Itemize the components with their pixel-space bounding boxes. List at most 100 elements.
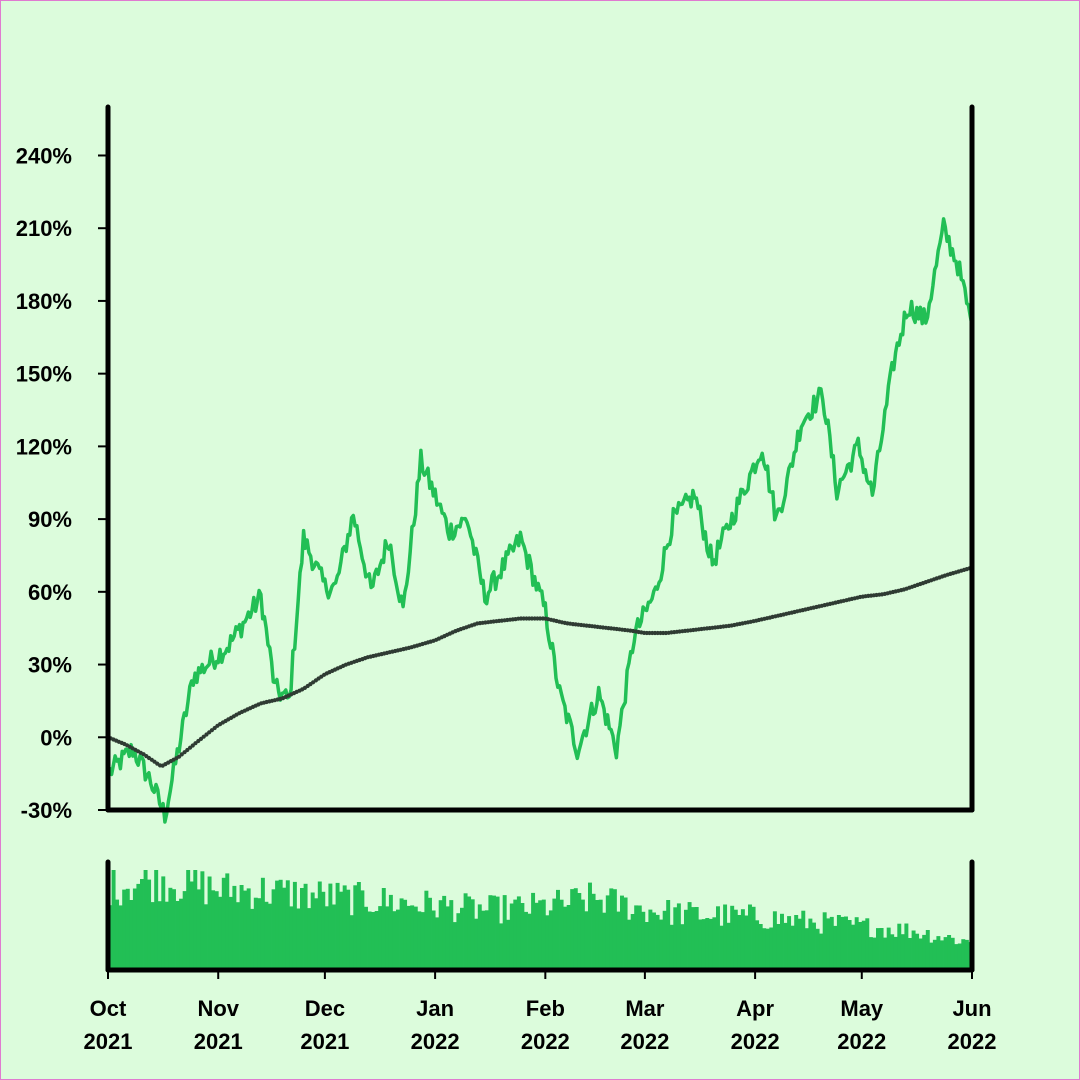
axes xyxy=(105,104,975,973)
volume-bar xyxy=(172,889,176,970)
volume-bar xyxy=(182,891,187,970)
volume-bar xyxy=(132,888,137,970)
volume-bar xyxy=(783,922,788,970)
volume-bar xyxy=(246,888,251,970)
x-tick-year: 2022 xyxy=(731,1029,780,1054)
y-tick-label: 210% xyxy=(16,216,72,241)
x-tick-month: Dec xyxy=(305,996,345,1021)
volume-bar xyxy=(776,924,781,970)
volume-bar xyxy=(559,899,564,970)
volume-bar xyxy=(772,911,777,970)
volume-bar xyxy=(563,906,568,970)
volume-bar xyxy=(605,895,610,970)
volume-bar xyxy=(577,893,582,970)
volume-bar xyxy=(175,901,180,970)
volume-bar xyxy=(157,901,162,970)
volume-bar xyxy=(947,935,952,970)
volume-bar xyxy=(701,919,706,970)
volume-bar xyxy=(502,895,507,970)
volume-bar xyxy=(499,923,504,970)
volume-bar xyxy=(595,900,600,970)
volume-bar xyxy=(687,902,692,970)
volume-bar xyxy=(161,876,166,970)
volume-bar xyxy=(922,934,927,970)
volume-bar xyxy=(360,890,365,970)
volume-bar xyxy=(438,900,443,970)
volume-bar xyxy=(556,889,560,970)
volume-bar xyxy=(374,911,379,970)
volume-bar xyxy=(940,940,944,970)
volume-bar xyxy=(186,870,191,970)
volume-bar xyxy=(908,938,912,970)
volume-bar xyxy=(804,928,809,970)
volume-bar xyxy=(289,906,294,970)
volume-bar xyxy=(904,923,909,970)
volume-bar xyxy=(442,895,447,970)
volume-bar xyxy=(381,888,386,970)
volume-bar xyxy=(659,919,664,970)
x-tick-month: Jan xyxy=(416,996,454,1021)
volume-bar xyxy=(314,898,319,970)
volume-bar xyxy=(147,879,152,970)
x-tick-year: 2022 xyxy=(411,1029,460,1054)
volume-bar xyxy=(719,925,724,970)
volume-bar xyxy=(378,906,383,970)
volume-bar xyxy=(431,910,436,970)
x-tick-year: 2021 xyxy=(300,1029,349,1054)
volume-bar xyxy=(684,909,688,970)
volume-bar xyxy=(356,882,361,970)
volume-bar xyxy=(467,896,472,970)
volume-bar xyxy=(371,912,376,970)
y-tick-label: 180% xyxy=(16,289,72,314)
volume-bar xyxy=(396,909,400,970)
volume-bar xyxy=(648,909,653,970)
volume-bar xyxy=(662,910,667,970)
volume-bar xyxy=(428,897,432,970)
volume-bar xyxy=(730,905,735,970)
volume-bar xyxy=(879,928,884,970)
volume-bar xyxy=(509,903,514,970)
volume-bar xyxy=(275,880,280,970)
volume-bar xyxy=(915,933,920,970)
x-tick-month: Jun xyxy=(952,996,991,1021)
volume-bar xyxy=(520,903,525,970)
moving-average-point xyxy=(185,747,190,753)
volume-bar xyxy=(762,928,767,970)
volume-bar xyxy=(865,918,870,970)
x-tick-month: Nov xyxy=(197,996,239,1021)
volume-bar xyxy=(829,916,834,970)
volume-bar xyxy=(584,911,589,970)
volume-bar xyxy=(570,889,575,970)
volume-bar xyxy=(204,904,208,970)
volume-bar xyxy=(456,913,461,970)
y-tick-label: 60% xyxy=(28,580,72,605)
volume-bar xyxy=(609,888,614,970)
y-tick-label: 30% xyxy=(28,653,72,678)
volume-bar xyxy=(285,880,290,970)
volume-bar xyxy=(627,919,632,970)
volume-bar xyxy=(644,922,649,970)
volume-bar xyxy=(893,936,898,970)
volume-bar xyxy=(168,887,173,970)
volume-bar xyxy=(755,920,760,970)
volume-bar xyxy=(765,928,770,970)
volume-bar xyxy=(666,900,671,970)
volume-bar xyxy=(541,899,546,970)
volume-bar xyxy=(872,937,877,970)
volume-bar xyxy=(339,891,344,970)
volume-bar xyxy=(822,912,827,970)
x-tick-month: Feb xyxy=(526,996,565,1021)
x-tick-month: Mar xyxy=(625,996,665,1021)
volume-bar xyxy=(868,937,873,970)
volume-bar xyxy=(196,889,201,970)
volume-bar xyxy=(413,906,418,970)
volume-bar xyxy=(612,889,617,970)
volume-bar xyxy=(634,905,639,970)
x-axis-ticks: Oct 2021 Nov 2021 Dec 2021 Jan 2022 Feb 2022 Mar 20… xyxy=(84,970,996,1054)
volume-bar xyxy=(115,899,120,970)
volume-bar xyxy=(744,915,749,970)
volume-bar xyxy=(847,920,852,970)
volume-bar xyxy=(836,915,841,970)
volume-bar xyxy=(787,916,792,970)
volume-bar xyxy=(545,915,550,970)
